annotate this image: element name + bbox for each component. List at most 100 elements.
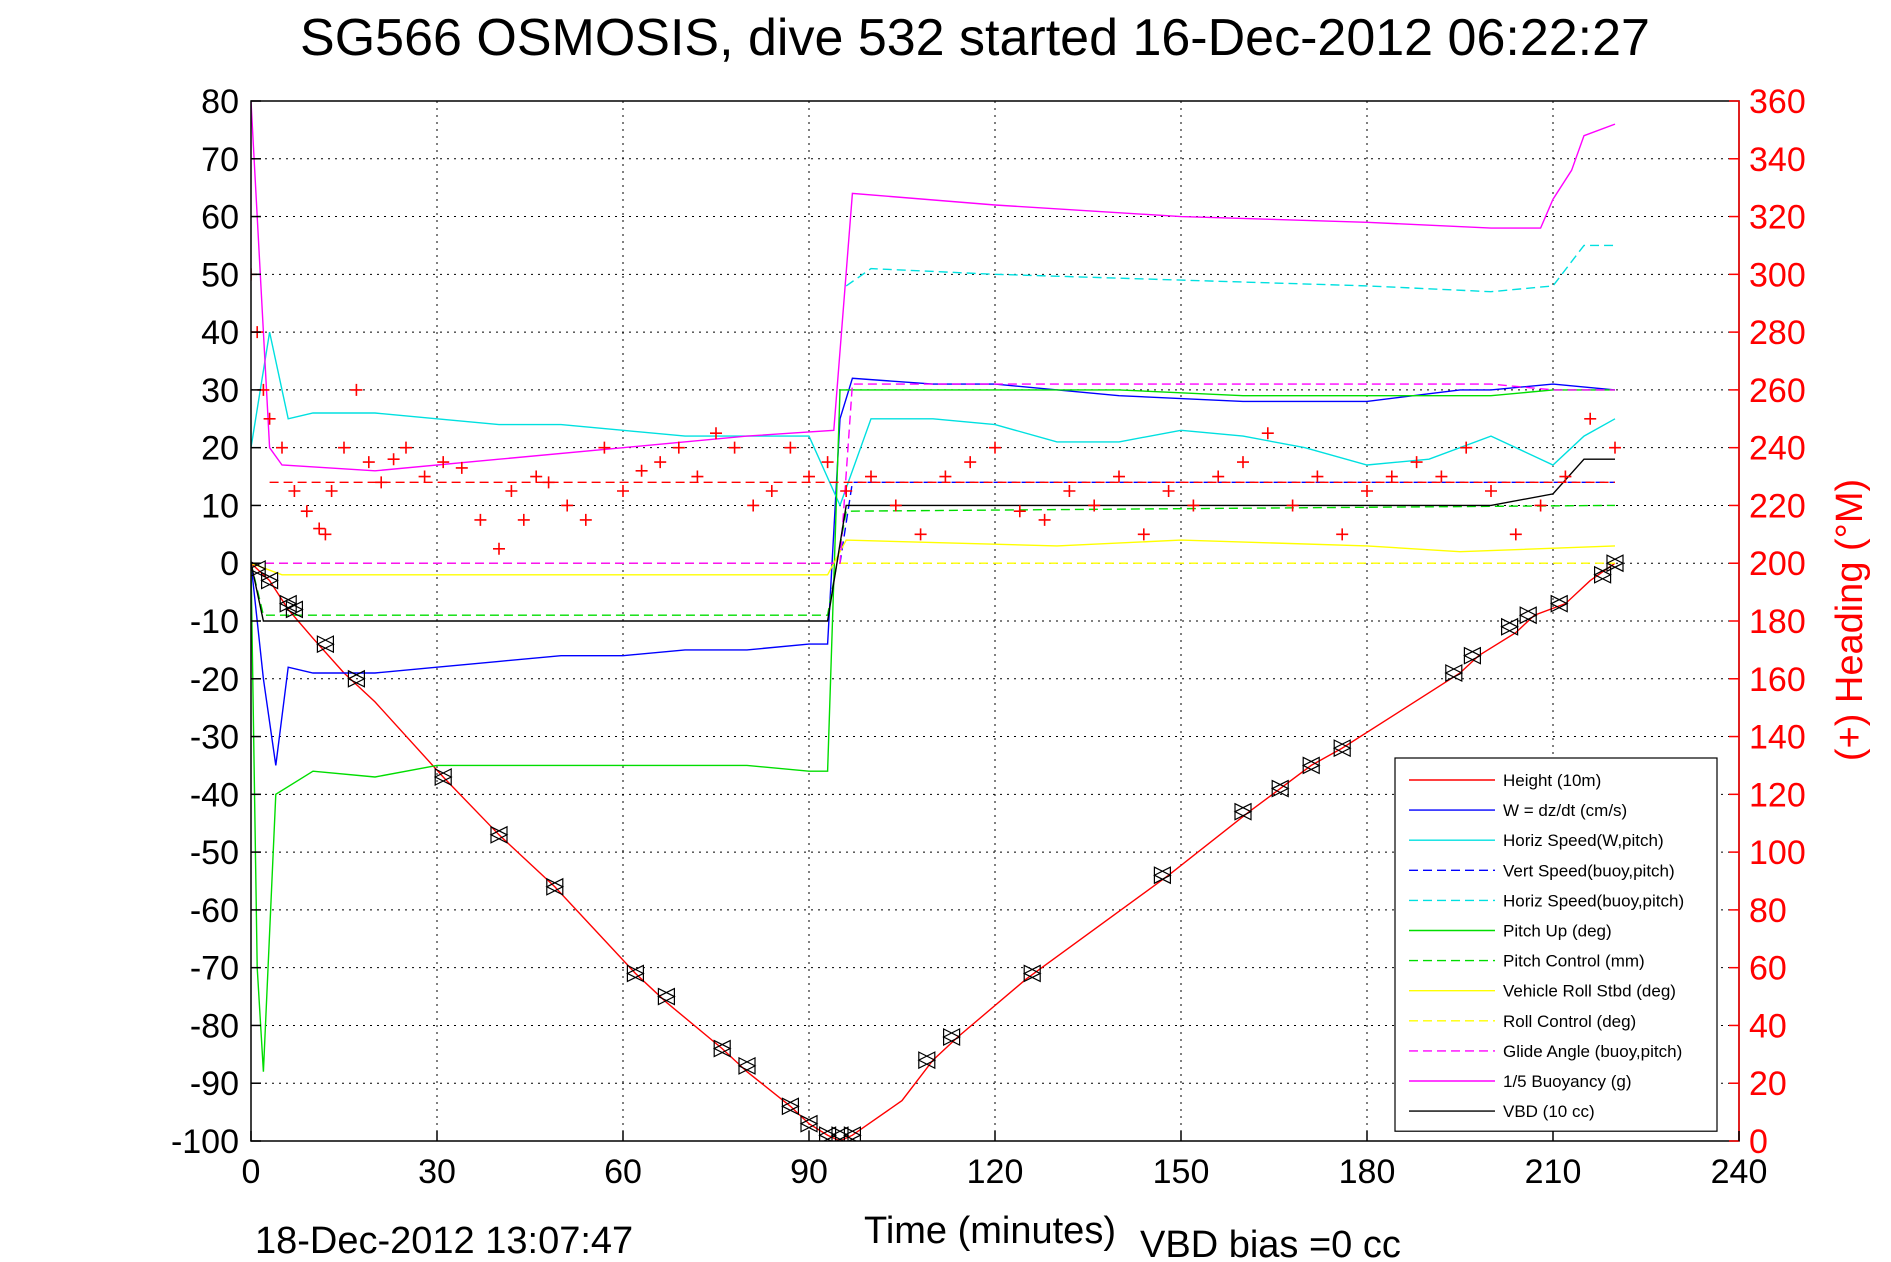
heading-point-24 (542, 476, 555, 489)
y-tick-label-12: -40 (190, 776, 239, 814)
heading-point-5 (288, 485, 301, 497)
series-line-10 (251, 101, 1616, 472)
legend-label-9: Glide Angle (buoy,pitch) (1503, 1042, 1682, 1061)
height-marker-10 (657, 987, 676, 1006)
footer-timestamp: 18-Dec-2012 13:07:47 (255, 1220, 633, 1262)
heading-point-54 (1187, 499, 1200, 512)
series-line-7 (251, 539, 1616, 576)
height-marker-1 (260, 571, 279, 590)
chart-title: SG566 OSMOSIS, dive 532 started 16-Dec-2… (300, 9, 1650, 67)
right-tick-label-9: 180 (1749, 603, 1806, 641)
height-marker-13 (781, 1097, 800, 1116)
y-tick-label-1: 70 (201, 141, 239, 179)
height-marker-12 (737, 1056, 757, 1075)
series-layer (251, 101, 1616, 1141)
series-line-11 (251, 458, 1615, 622)
legend-label-3: Vert Speed(buoy,pitch) (1503, 861, 1675, 880)
legend-label-4: Horiz Speed(buoy,pitch) (1503, 891, 1684, 910)
heading-layer (251, 268, 1621, 555)
heading-point-62 (1385, 470, 1398, 483)
heading-point-61 (1361, 485, 1373, 497)
heading-point-44 (939, 470, 952, 483)
legend-label-1: W = dz/dt (cm/s) (1503, 801, 1627, 820)
height-marker-6 (433, 768, 453, 786)
right-tick-label-12: 120 (1749, 776, 1806, 814)
heading-point-52 (1137, 528, 1150, 541)
height-marker-25 (1332, 739, 1352, 758)
right-tick-label-18: 0 (1749, 1123, 1768, 1161)
heading-point-55 (1212, 470, 1225, 483)
right-axis-label: (+) Heading (°M) (1829, 479, 1871, 761)
height-marker-16 (830, 1126, 850, 1141)
heading-point-49 (1063, 485, 1076, 497)
heading-point-6 (300, 505, 313, 518)
right-tick-label-2: 320 (1749, 199, 1806, 237)
heading-point-17 (437, 456, 450, 469)
x-tick-label-5: 150 (1153, 1153, 1210, 1191)
heading-point-39 (821, 456, 834, 469)
heading-point-41 (865, 470, 877, 483)
y-tick-label-8: 0 (220, 545, 239, 583)
footer-vbd-bias: VBD bias =0 cc (1140, 1224, 1401, 1262)
legend-label-6: Pitch Control (mm) (1503, 952, 1645, 971)
heading-point-56 (1237, 456, 1249, 469)
heading-point-11 (350, 383, 363, 396)
heading-point-33 (710, 427, 722, 440)
bottom-axis: 0 30 60 90 120 150 180 210 240 (242, 1131, 1768, 1191)
heading-point-69 (1559, 470, 1572, 483)
height-marker-19 (942, 1028, 961, 1046)
heading-point-51 (1113, 470, 1125, 483)
heading-point-25 (561, 499, 574, 512)
heading-point-59 (1311, 470, 1324, 483)
heading-point-8 (319, 528, 332, 541)
y-tick-label-18: -100 (171, 1123, 239, 1161)
legend-label-2: Horiz Speed(W,pitch) (1503, 831, 1664, 850)
height-marker-31 (1593, 565, 1612, 584)
right-tick-label-3: 300 (1749, 256, 1806, 294)
heading-point-15 (400, 441, 412, 454)
legend: Height (10m) W = dz/dt (cm/s) Horiz Speed(… (1394, 757, 1718, 1132)
heading-point-65 (1460, 441, 1473, 454)
height-marker-4 (316, 635, 335, 654)
heading-point-3 (263, 412, 276, 425)
series-line-6 (251, 504, 1616, 616)
heading-point-4 (276, 441, 288, 454)
left-axis: 80 70 60 50 40 30 20 10 0 -10 -20 -30 -40 -50 -60 -70 -8… (171, 83, 261, 1161)
y-tick-label-0: 80 (201, 83, 239, 121)
heading-point-47 (1013, 505, 1026, 518)
y-tick-label-11: -30 (190, 719, 239, 757)
heading-point-70 (1584, 412, 1597, 425)
heading-point-42 (889, 499, 902, 512)
series-line-2 (251, 331, 1616, 508)
y-tick-label-15: -70 (190, 950, 239, 988)
height-marker-9 (626, 964, 645, 983)
y-tick-label-14: -60 (190, 892, 239, 930)
heading-point-19 (474, 513, 487, 526)
height-marker-21 (1153, 866, 1172, 885)
height-marker-30 (1549, 594, 1569, 613)
right-axis: 3603403203002802602402202001801601401201… (1729, 83, 1806, 1161)
x-tick-label-0: 0 (242, 1153, 261, 1191)
height-marker-22 (1233, 802, 1253, 821)
right-tick-label-16: 40 (1749, 1007, 1787, 1045)
x-tick-label-1: 30 (418, 1153, 456, 1191)
y-tick-label-13: -50 (190, 834, 239, 872)
height-marker-7 (489, 825, 509, 844)
x-axis-label: Time (minutes) (864, 1210, 1116, 1252)
heading-point-7 (313, 522, 326, 535)
heading-point-34 (728, 441, 741, 454)
series-line-0 (251, 562, 1616, 1141)
heading-point-50 (1088, 499, 1101, 512)
heading-point-68 (1534, 499, 1547, 512)
heading-point-67 (1509, 528, 1522, 541)
heading-point-71 (1609, 441, 1621, 454)
x-tick-label-2: 60 (604, 1153, 642, 1191)
heading-point-66 (1485, 485, 1497, 497)
heading-point-64 (1435, 470, 1448, 483)
x-tick-label-8: 240 (1711, 1153, 1768, 1191)
heading-point-32 (691, 470, 704, 483)
heading-point-9 (325, 485, 338, 497)
heading-point-60 (1336, 528, 1349, 541)
legend-label-8: Roll Control (deg) (1503, 1012, 1636, 1031)
heading-point-12 (362, 456, 375, 469)
